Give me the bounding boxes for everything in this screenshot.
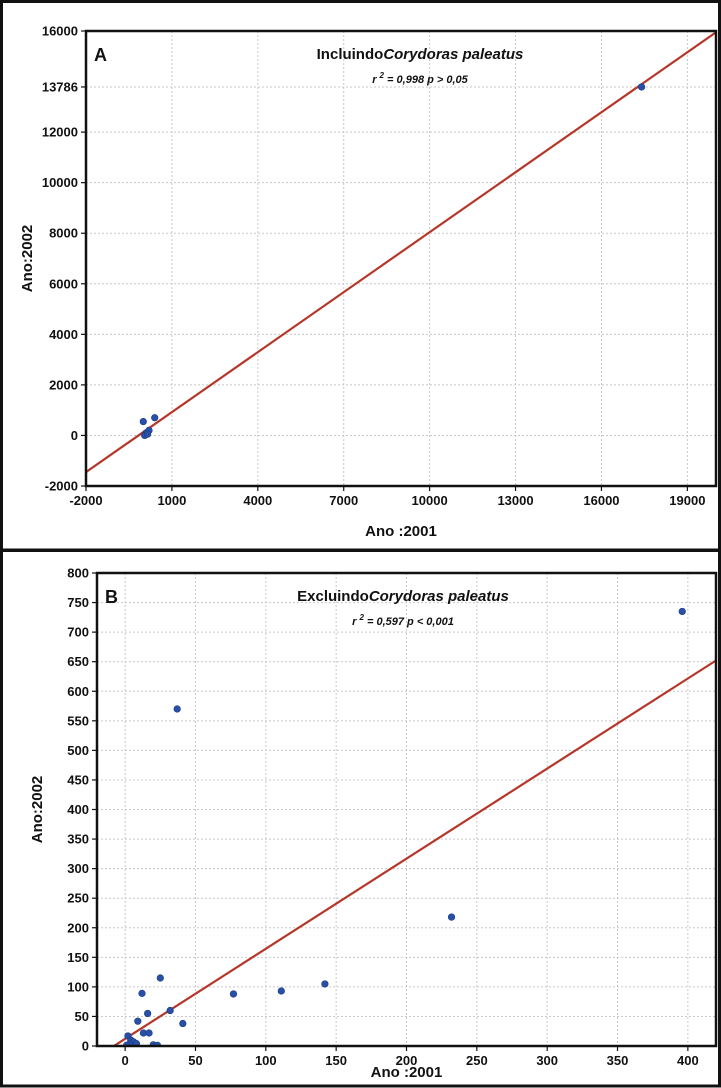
- chart-a-ytick-label-7: 12000: [42, 125, 78, 140]
- chart-a-x-axis-title: Ano :2001: [365, 523, 437, 540]
- chart-b-ytick-label-5: 250: [67, 891, 89, 906]
- chart-b-stat-text: r 2 = 0,597 p < 0,001: [352, 613, 454, 628]
- chart-a-ytick-label-4: 6000: [49, 276, 78, 291]
- chart-b-ytick-label-4: 200: [67, 920, 89, 935]
- chart-b-stat-r: r: [352, 616, 359, 628]
- chart-a-xtick-label-5: 13000: [497, 493, 533, 508]
- chart-b-ytick-label-11: 550: [67, 713, 89, 728]
- chart-b-point-2: [447, 913, 456, 921]
- panel-b-frame: [0, 548, 721, 1088]
- chart-b-xtick-label-7: 350: [607, 1053, 629, 1068]
- chart-a-xtick-label-7: 19000: [669, 493, 705, 508]
- chart-b-ytick-label-3: 150: [67, 950, 89, 965]
- chart-b-xtick-label-3: 150: [325, 1053, 347, 1068]
- chart-a-xtick-label-2: 4000: [243, 493, 272, 508]
- panel-a: -2000 1000 4000 7000 10000 13000 16000 19000 -20…: [19, 24, 718, 540]
- chart-b-ytick-label-2: 100: [67, 979, 89, 994]
- chart-a-xtick-label-0: -2000: [69, 493, 102, 508]
- chart-b-ytick-label-16: 800: [67, 566, 89, 581]
- chart-b-fit-line: [113, 659, 716, 1046]
- chart-b-ytick-label-10: 500: [67, 743, 89, 758]
- chart-a-ytick-label-0: -2000: [45, 479, 78, 494]
- chart-b-stat-sup: 2: [358, 613, 364, 622]
- chart-a-title-species: Corydoras paleatus: [383, 46, 523, 63]
- chart-a-ytick-label-9: 16000: [42, 24, 78, 39]
- chart-a-panel-letter: A: [94, 45, 107, 65]
- chart-b-title-prefix: Excluindo: [297, 588, 369, 605]
- chart-b-point-13: [145, 1029, 153, 1037]
- chart-b-point-10: [134, 1017, 142, 1025]
- chart-b-ytick-label-15: 750: [67, 595, 89, 610]
- chart-a-point-6: [143, 430, 152, 438]
- chart-b-ytick-label-7: 350: [67, 832, 89, 847]
- chart-b-point-9: [166, 1006, 174, 1015]
- chart-b-ytick-label-9: 450: [67, 772, 89, 787]
- chart-a-stat-rest: = 0,998 p > 0,05: [384, 74, 469, 86]
- chart-b-ytick-label-6: 300: [67, 861, 89, 876]
- chart-b-y-axis-title: Ano:2002: [29, 776, 46, 844]
- chart-a-stat-sup: 2: [379, 71, 385, 80]
- chart-a-xtick-label-6: 16000: [583, 493, 619, 508]
- chart-a-ytick-label-8: 13786: [42, 79, 78, 94]
- chart-a-point-0: [637, 83, 646, 91]
- chart-a-stat-r: r: [372, 74, 379, 86]
- chart-a-title-prefix: Incluindo: [317, 46, 384, 63]
- chart-a-ytick-label-2: 2000: [49, 377, 78, 392]
- chart-b-chart-title: ExcluindoCorydoras paleatus: [297, 588, 509, 605]
- chart-b-xtick-label-5: 250: [466, 1053, 488, 1068]
- chart-b-ytick-label-14: 700: [67, 625, 89, 640]
- chart-a-y-axis-title: Ano:2002: [19, 225, 36, 293]
- chart-b-title-species: Corydoras paleatus: [369, 588, 509, 605]
- chart-b-point-4: [277, 987, 285, 995]
- chart-b-point-3: [321, 980, 329, 988]
- chart-b-ytick-label-1: 50: [75, 1009, 89, 1024]
- chart-b-ytick-label-13: 650: [67, 654, 89, 669]
- chart-b-xtick-label-1: 50: [188, 1053, 202, 1068]
- chart-b-ytick-label-0: 0: [82, 1039, 89, 1054]
- chart-a-chart-title: IncluindoCorydoras paleatus: [317, 46, 524, 63]
- chart-b-ytick-label-8: 400: [67, 802, 89, 817]
- chart-b-panel-letter: B: [105, 587, 118, 607]
- chart-a-ytick-label-1: 0: [71, 428, 78, 443]
- chart-b-x-axis-title: Ano :2001: [371, 1064, 443, 1081]
- chart-b-point-11: [179, 1019, 187, 1028]
- chart-b-xtick-label-8: 400: [677, 1053, 699, 1068]
- chart-b-ytick-label-12: 600: [67, 684, 89, 699]
- chart-a-plot-border: [84, 29, 718, 488]
- chart-a-ytick-label-6: 10000: [42, 175, 78, 190]
- chart-b-xtick-label-2: 100: [255, 1053, 277, 1068]
- chart-a-point-2: [151, 414, 159, 422]
- chart-a-point-1: [139, 417, 147, 426]
- chart-b-point-0: [678, 607, 686, 616]
- chart-a-ytick-label-3: 4000: [49, 327, 78, 342]
- chart-b-stat-rest: = 0,597 p < 0,001: [364, 616, 454, 628]
- chart-a-fit-line: [86, 31, 716, 473]
- chart-a-xtick-label-4: 10000: [412, 493, 448, 508]
- chart-b-xtick-label-0: 0: [122, 1053, 129, 1068]
- chart-a-xtick-label-1: 1000: [157, 493, 186, 508]
- chart-b-point-5: [229, 990, 238, 998]
- chart-b-xtick-label-4: 200: [396, 1053, 418, 1068]
- chart-b-point-1: [173, 705, 181, 713]
- chart-b-point-6: [156, 974, 164, 982]
- chart-b-point-7: [138, 989, 146, 997]
- chart-a-xtick-label-3: 7000: [329, 493, 358, 508]
- chart-a-ytick-label-5: 8000: [49, 226, 78, 241]
- panel-b: 0 50 100 150 200 250 300 350 400 0 50 100 150 200 250 3…: [29, 566, 718, 1081]
- chart-b-point-8: [144, 1009, 152, 1018]
- chart-b-xtick-label-6: 300: [536, 1053, 558, 1068]
- chart-a-stat-text: r 2 = 0,998 p > 0,05: [372, 71, 468, 86]
- chart-b-point-21: [132, 1040, 140, 1046]
